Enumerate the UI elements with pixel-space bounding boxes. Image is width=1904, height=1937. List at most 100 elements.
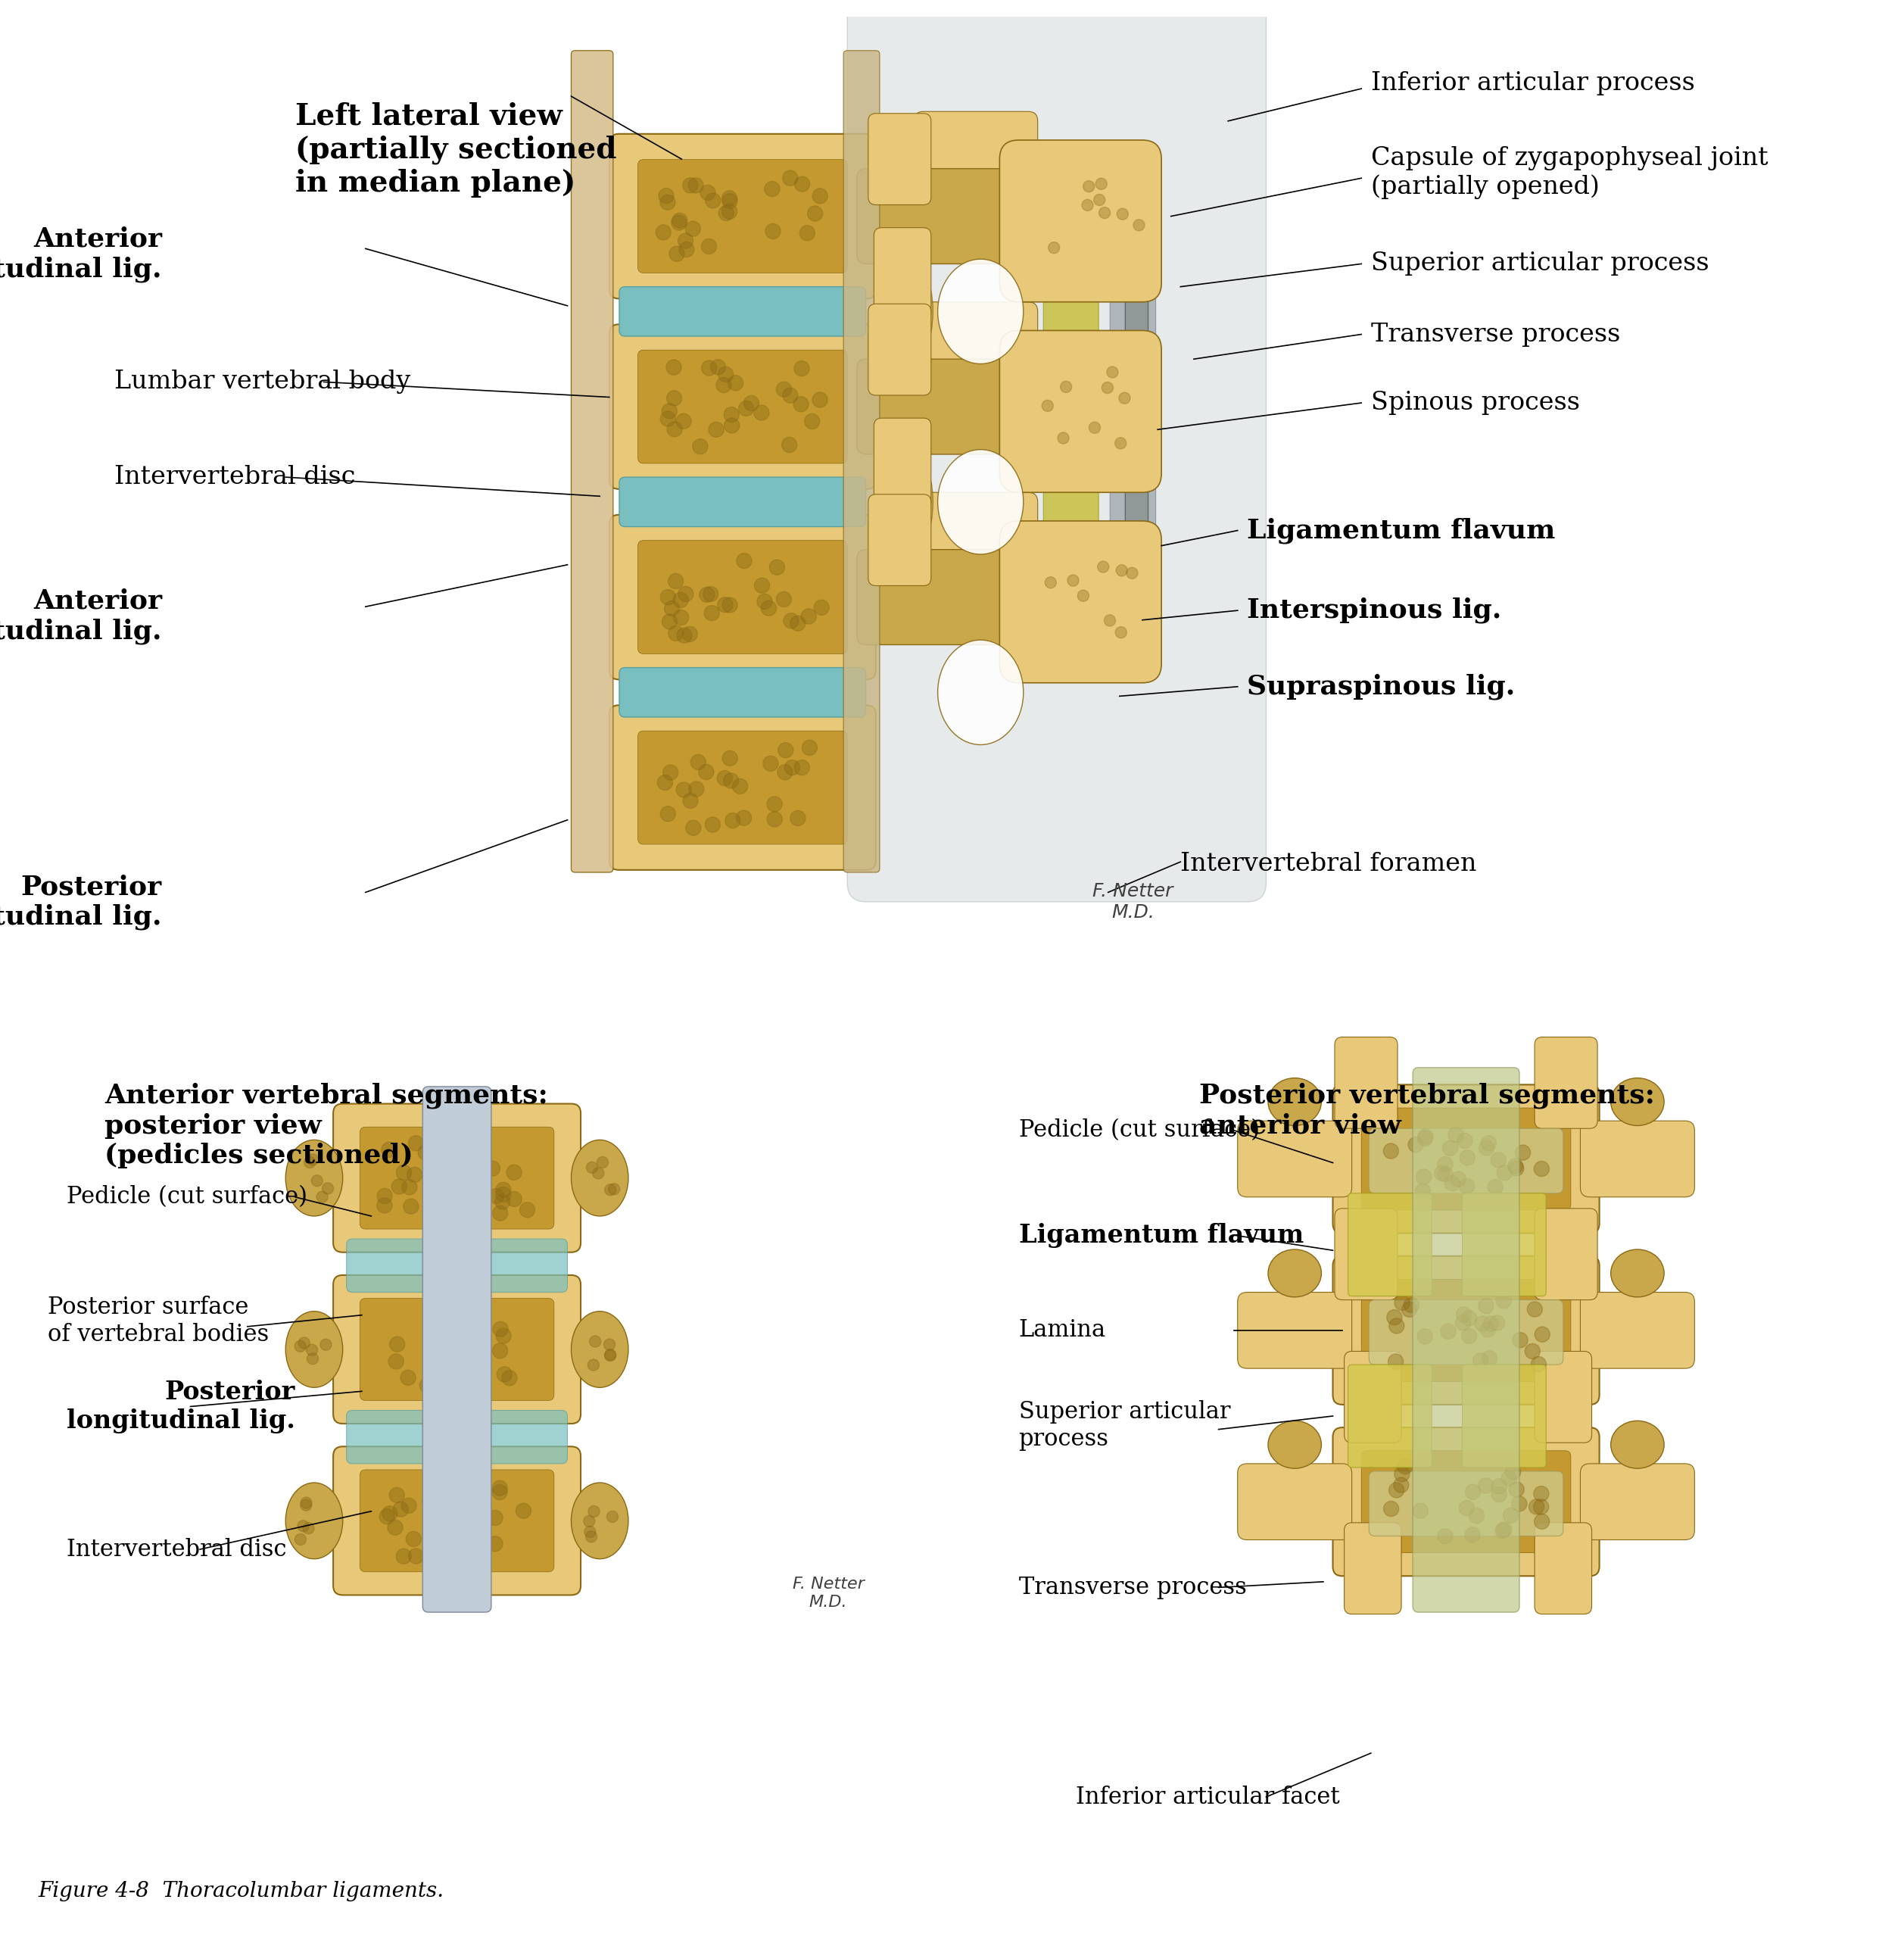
Circle shape [1390, 1319, 1405, 1333]
Circle shape [664, 600, 680, 616]
Circle shape [605, 1184, 617, 1195]
Circle shape [1462, 1311, 1478, 1325]
Circle shape [303, 1522, 314, 1534]
FancyBboxPatch shape [423, 1087, 491, 1612]
Circle shape [487, 1511, 503, 1526]
Circle shape [305, 1156, 316, 1168]
FancyBboxPatch shape [1238, 1122, 1352, 1197]
Text: Left lateral view
(partially sectioned
in median plane): Left lateral view (partially sectioned i… [295, 103, 617, 198]
Circle shape [322, 1184, 333, 1193]
FancyBboxPatch shape [360, 1470, 554, 1571]
Circle shape [666, 360, 682, 376]
Circle shape [1504, 1507, 1519, 1522]
FancyBboxPatch shape [1344, 1522, 1401, 1614]
Circle shape [455, 1187, 470, 1201]
Circle shape [493, 1480, 508, 1495]
Circle shape [404, 1199, 419, 1214]
Circle shape [1508, 1160, 1523, 1176]
FancyBboxPatch shape [360, 1127, 554, 1230]
FancyBboxPatch shape [857, 169, 1066, 263]
Text: Transverse process: Transverse process [1371, 322, 1620, 347]
Circle shape [438, 1145, 453, 1160]
Circle shape [419, 1377, 434, 1393]
Circle shape [1458, 1501, 1474, 1515]
Text: Pedicle (cut surface): Pedicle (cut surface) [67, 1185, 307, 1209]
Circle shape [474, 1340, 489, 1356]
Circle shape [794, 360, 809, 376]
Circle shape [297, 1521, 308, 1532]
Circle shape [493, 1205, 508, 1220]
Circle shape [790, 810, 805, 825]
Circle shape [295, 1340, 307, 1352]
Circle shape [426, 1373, 442, 1389]
Text: Spinous process: Spinous process [1371, 391, 1580, 415]
Text: Intervertebral foramen: Intervertebral foramen [1180, 852, 1478, 876]
Circle shape [604, 1338, 615, 1350]
Circle shape [663, 614, 678, 630]
Text: Anterior
longitudinal lig.: Anterior longitudinal lig. [0, 227, 162, 283]
Circle shape [661, 411, 676, 426]
Ellipse shape [1268, 1249, 1321, 1298]
Circle shape [307, 1154, 318, 1166]
Circle shape [1041, 401, 1053, 411]
FancyBboxPatch shape [619, 287, 866, 337]
Circle shape [1394, 1466, 1409, 1482]
Circle shape [465, 1519, 480, 1534]
Circle shape [1418, 1129, 1434, 1145]
Ellipse shape [939, 449, 1024, 554]
FancyBboxPatch shape [347, 1240, 567, 1292]
FancyBboxPatch shape [1348, 1366, 1432, 1468]
Circle shape [1104, 614, 1116, 626]
Ellipse shape [876, 254, 933, 368]
Circle shape [320, 1338, 331, 1350]
Circle shape [461, 1360, 476, 1375]
Circle shape [1466, 1484, 1481, 1499]
Circle shape [1102, 382, 1114, 393]
Circle shape [1479, 1141, 1495, 1156]
Circle shape [1491, 1478, 1506, 1493]
Circle shape [1481, 1135, 1497, 1151]
FancyBboxPatch shape [874, 418, 931, 509]
Circle shape [472, 1371, 487, 1387]
Circle shape [1533, 1499, 1548, 1515]
Circle shape [1078, 591, 1089, 600]
Circle shape [668, 246, 684, 261]
Circle shape [1527, 1302, 1542, 1317]
Circle shape [794, 759, 809, 775]
Ellipse shape [286, 1311, 343, 1387]
Circle shape [1516, 1145, 1531, 1160]
Circle shape [402, 1180, 417, 1195]
Circle shape [586, 1162, 598, 1174]
Circle shape [1457, 1307, 1472, 1321]
Circle shape [607, 1511, 619, 1522]
Circle shape [1401, 1302, 1417, 1317]
Circle shape [1413, 1503, 1428, 1519]
FancyBboxPatch shape [1361, 1108, 1571, 1211]
Circle shape [1449, 1127, 1464, 1143]
Circle shape [674, 593, 689, 608]
Circle shape [1506, 1464, 1521, 1480]
Circle shape [1116, 438, 1127, 449]
Circle shape [765, 223, 781, 238]
Circle shape [489, 1189, 505, 1203]
FancyBboxPatch shape [1348, 1193, 1432, 1296]
FancyBboxPatch shape [638, 540, 847, 655]
Circle shape [516, 1503, 531, 1519]
Circle shape [407, 1135, 423, 1151]
Circle shape [1497, 1166, 1512, 1180]
Circle shape [739, 401, 754, 416]
Circle shape [1127, 568, 1139, 579]
Circle shape [703, 587, 718, 602]
Circle shape [1497, 1294, 1512, 1307]
Circle shape [784, 759, 800, 775]
FancyBboxPatch shape [1369, 1300, 1563, 1366]
Circle shape [307, 1344, 318, 1356]
Circle shape [1474, 1352, 1489, 1368]
Circle shape [455, 1366, 470, 1381]
Circle shape [487, 1536, 503, 1552]
Circle shape [813, 600, 828, 616]
Circle shape [609, 1184, 621, 1195]
Circle shape [491, 1484, 506, 1499]
Circle shape [394, 1501, 409, 1517]
Circle shape [1438, 1156, 1453, 1172]
